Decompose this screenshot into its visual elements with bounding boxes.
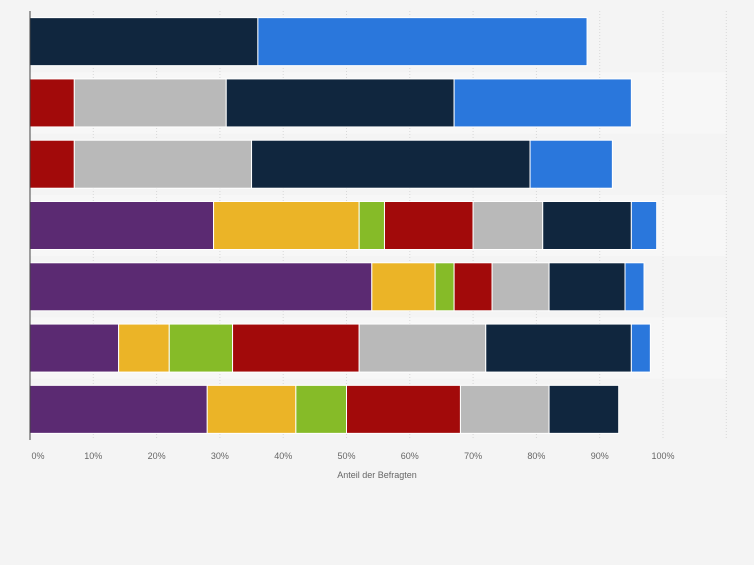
bar-segment[interactable] (73, 78, 227, 128)
x-tick-label: 30% (211, 451, 229, 461)
x-tick-label: 50% (337, 451, 355, 461)
x-tick-label: 20% (148, 451, 166, 461)
bar-segment[interactable] (29, 384, 208, 434)
bar-segment[interactable] (29, 139, 75, 189)
bar-segment[interactable] (213, 201, 360, 250)
bar-segment[interactable] (453, 262, 493, 312)
bar-segment[interactable] (371, 262, 436, 312)
bar-segment[interactable] (529, 139, 613, 189)
x-tick-label: 90% (591, 451, 609, 461)
bar-segment[interactable] (29, 262, 373, 312)
bar-segment[interactable] (295, 384, 347, 434)
bar-segment[interactable] (485, 323, 632, 373)
x-tick-label: 100% (651, 451, 674, 461)
x-tick-label: 80% (527, 451, 545, 461)
x-tick-label: 60% (401, 451, 419, 461)
bar-segment[interactable] (383, 201, 474, 250)
bar-segment[interactable] (346, 384, 461, 434)
bars (29, 17, 658, 434)
x-axis-label: Anteil der Befragten (337, 470, 417, 480)
bar-segment[interactable] (257, 17, 588, 67)
x-tick-label: 0% (31, 451, 44, 461)
bar-segment[interactable] (491, 262, 550, 312)
bar-segment[interactable] (548, 384, 620, 434)
bar-segment[interactable] (358, 323, 487, 373)
bar-segment[interactable] (73, 139, 253, 189)
bar-segment[interactable] (206, 384, 297, 434)
bar-segment[interactable] (168, 323, 234, 373)
x-tick-label: 40% (274, 451, 292, 461)
bar-segment[interactable] (630, 201, 658, 250)
bar-segment[interactable] (624, 262, 645, 312)
bar-segment[interactable] (542, 201, 632, 250)
bar-segment[interactable] (434, 262, 455, 312)
bar-segment[interactable] (453, 78, 632, 128)
bar-segment[interactable] (29, 323, 120, 373)
bar-segment[interactable] (29, 78, 75, 128)
bar-segment[interactable] (29, 17, 259, 67)
x-tick-label: 70% (464, 451, 482, 461)
x-tick-label: 10% (84, 451, 102, 461)
bar-segment[interactable] (251, 139, 531, 189)
bar-segment[interactable] (472, 201, 544, 250)
x-tick-labels: 0% 10% 20% 30% 40% 50% 60% 70% 80% 90% 100% (31, 451, 674, 461)
bar-segment[interactable] (630, 323, 651, 373)
bar-segment[interactable] (29, 201, 215, 250)
bar-segment[interactable] (358, 201, 385, 250)
bar-segment[interactable] (232, 323, 360, 373)
bar-segment[interactable] (225, 78, 455, 128)
bar-segment[interactable] (548, 262, 626, 312)
bar-segment[interactable] (118, 323, 170, 373)
bar-segment[interactable] (459, 384, 550, 434)
